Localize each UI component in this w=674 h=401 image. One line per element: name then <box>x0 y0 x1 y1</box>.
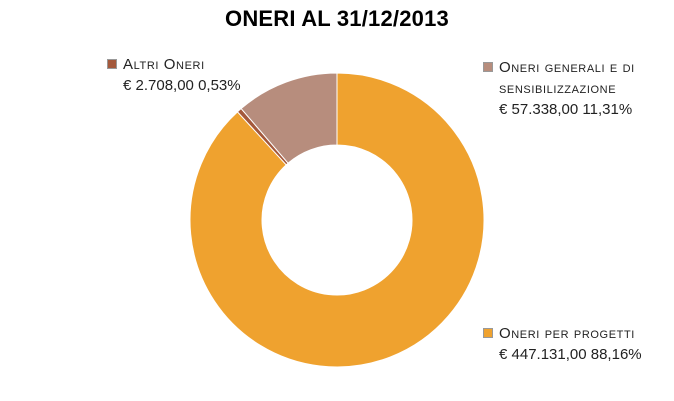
legend-entry-oneri-generali: Oneri generali e di sensibilizzazione € … <box>483 57 669 120</box>
legend-label-altri-oneri: Altri Oneri <box>123 56 205 73</box>
legend-swatch-oneri-generali <box>483 62 493 72</box>
legend-swatch-oneri-progetti <box>483 328 493 338</box>
legend-entry-altri-oneri: Altri Oneri € 2.708,00 0,53% <box>107 54 241 96</box>
donut-slice-oneri-generali <box>240 72 338 164</box>
legend-value-oneri-progetti: € 447.131,00 88,16% <box>499 346 642 363</box>
donut-slice-oneri-progetti <box>189 72 485 368</box>
chart-title: ONERI AL 31/12/2013 <box>225 6 449 31</box>
legend-value-altri-oneri: € 2.708,00 0,53% <box>123 77 241 94</box>
legend-swatch-altri-oneri <box>107 59 117 69</box>
legend-label-oneri-generali: Oneri generali e di sensibilizzazione <box>499 59 635 97</box>
legend-value-oneri-generali: € 57.338,00 11,31% <box>499 101 633 118</box>
legend-entry-oneri-progetti: Oneri per progetti € 447.131,00 88,16% <box>483 323 642 365</box>
legend-label-oneri-progetti: Oneri per progetti <box>499 325 635 342</box>
